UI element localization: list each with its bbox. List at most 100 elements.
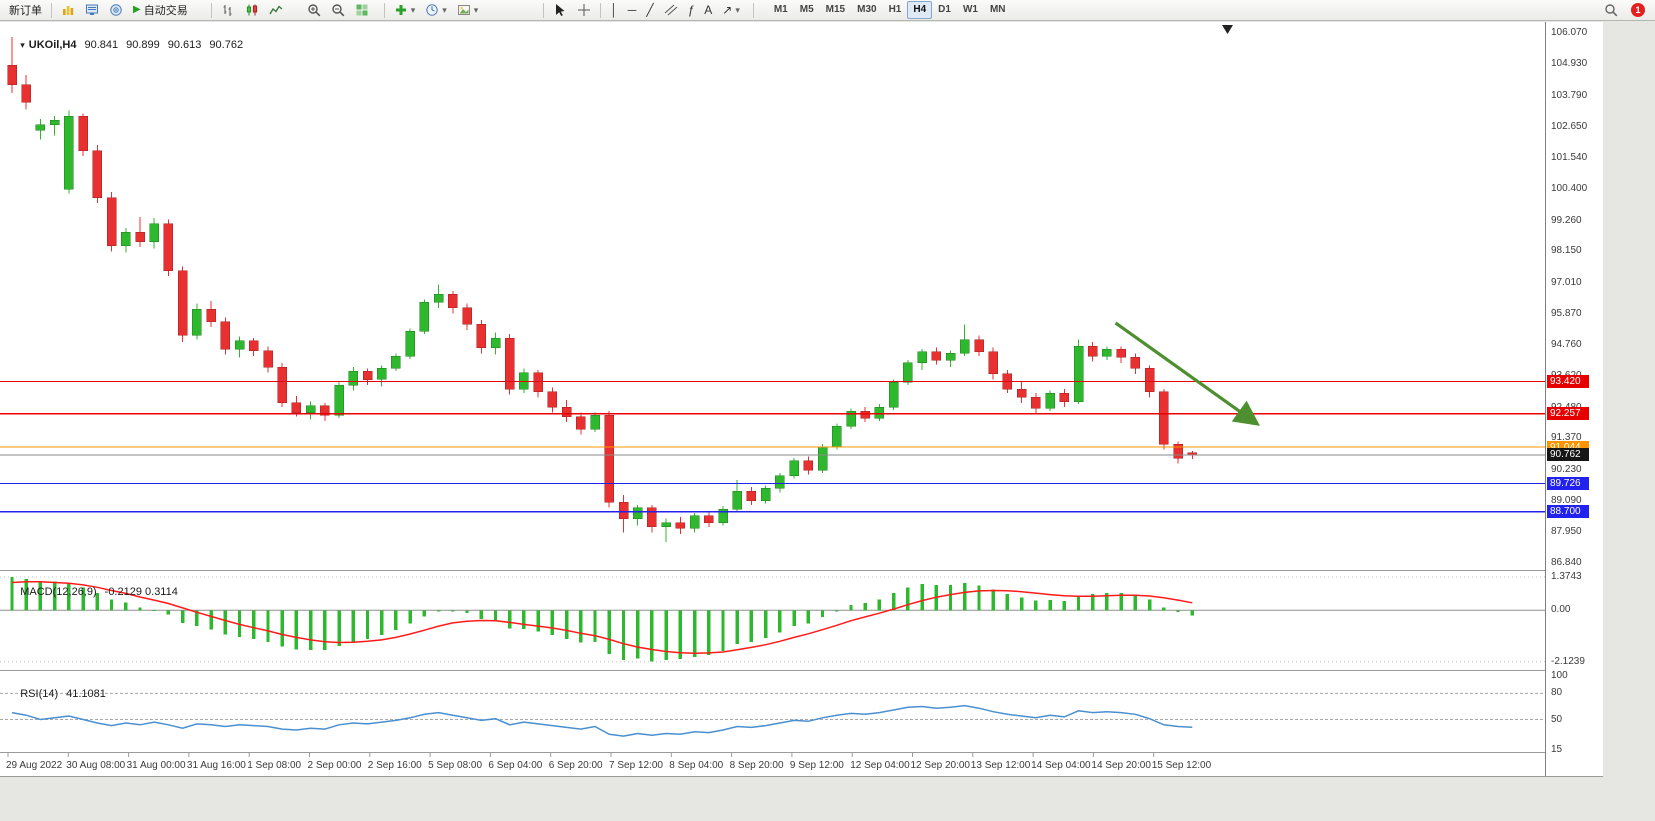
arrow-tools-button[interactable]: ↗ ▾: [717, 0, 745, 20]
hline-price-tag: 93.420: [1547, 375, 1589, 388]
rsi-tick-label: 80: [1551, 687, 1563, 699]
macd-values: -0.2129 0.3114: [104, 586, 178, 598]
price-axis[interactable]: 106.070 104.930 103.790 102.650 101.540 100.4…: [1545, 22, 1603, 776]
time-label: 13 Sep 12:00: [970, 760, 1031, 771]
hline-price-tag: 89.726: [1547, 477, 1589, 490]
crosshair-icon: [578, 4, 591, 16]
rsi-value: 41.1081: [66, 688, 106, 700]
symbol-dropdown-icon[interactable]: ▾: [20, 40, 25, 50]
timeframe-m30[interactable]: M30: [857, 4, 877, 15]
crosshair-tool-button[interactable]: [572, 0, 596, 20]
price-tick-label: 102.650: [1551, 121, 1588, 133]
trend-arrow: [1114, 321, 1261, 426]
timeframe-h4[interactable]: H4: [907, 1, 933, 19]
time-label: 7 Sep 12:00: [609, 760, 663, 771]
zoom-in-button[interactable]: [302, 0, 326, 20]
price-tick-label: 98.150: [1551, 245, 1582, 257]
low-value: 90.613: [167, 39, 202, 51]
data-window-button[interactable]: [104, 0, 128, 20]
price-tick-label: 103.790: [1551, 89, 1588, 101]
new-order-button[interactable]: 新订单: [4, 0, 47, 20]
price-tick-label: 97.010: [1551, 276, 1582, 288]
rsi-tick-label: 15: [1551, 744, 1563, 755]
bar-chart-icon: [223, 5, 232, 16]
time-label: 29 Aug 2022: [6, 760, 63, 771]
candles-layer: [7, 37, 1198, 543]
close-value: 90.762: [209, 39, 244, 51]
bar-chart-mode-button[interactable]: [216, 0, 240, 20]
toolbar-separator: [543, 2, 545, 18]
timeframe-m1[interactable]: M1: [773, 4, 788, 15]
arrow-tool-icon: ↗: [722, 3, 733, 17]
autotrading-play-icon: ▶: [133, 4, 141, 15]
search-icon: [1605, 4, 1618, 17]
macd-tick-label: 1.3743: [1551, 571, 1582, 583]
chart-title: ▾ UKOil,H4 90.841 90.899 90.613 90.762: [8, 27, 243, 63]
templates-button[interactable]: ▾: [452, 0, 484, 20]
dropdown-icon: ▾: [442, 5, 447, 15]
chart-canvas[interactable]: [0, 22, 1545, 776]
new-chart-button[interactable]: [56, 0, 80, 20]
fibonacci-tool-button[interactable]: ƒ: [683, 0, 700, 20]
cursor-tool-button[interactable]: [548, 0, 572, 20]
toolbar-separator: [51, 2, 52, 18]
price-tick-label: 87.950: [1551, 526, 1582, 538]
rsi-title: RSI(14): [20, 688, 59, 700]
current-price-tag: 90.762: [1547, 448, 1589, 461]
fibonacci-icon: ƒ: [687, 3, 695, 17]
macd-tick-label: 0.00: [1551, 604, 1571, 616]
zoom-out-button[interactable]: [326, 0, 350, 20]
timeframe-d1[interactable]: D1: [938, 4, 951, 15]
scroll-shift-marker: [1222, 25, 1233, 34]
notification-badge[interactable]: 1: [1631, 3, 1645, 17]
line-chart-mode-button[interactable]: [264, 0, 288, 20]
time-label: 9 Sep 12:00: [789, 760, 844, 771]
hlines-layer: [0, 381, 1545, 513]
trendline-icon: ╱: [646, 3, 654, 17]
autotrading-label: 自动交易: [143, 5, 188, 17]
macd-signal-line: [11, 580, 1193, 654]
trendline-tool-button[interactable]: ╱: [641, 0, 658, 20]
time-label: 31 Aug 16:00: [186, 760, 246, 771]
rsi-tick-label: 50: [1551, 713, 1563, 725]
main-toolbar: 新订单 ▶ 自动交易 ▾ ▾ ▾: [0, 0, 1655, 21]
time-label: 30 Aug 08:00: [66, 760, 126, 771]
chart-window[interactable]: ▾ UKOil,H4 90.841 90.899 90.613 90.762 MACD(1…: [0, 22, 1603, 777]
text-label-icon: A: [704, 3, 713, 17]
time-label: 8 Sep 04:00: [669, 760, 724, 771]
channel-tool-button[interactable]: [659, 0, 683, 20]
market-watch-button[interactable]: [80, 0, 104, 20]
time-label: 14 Sep 04:00: [1031, 760, 1091, 771]
autotrading-button[interactable]: ▶ 自动交易: [128, 0, 193, 20]
price-tick-label: 100.400: [1551, 183, 1588, 195]
toolbar-separator: [210, 2, 212, 18]
search-button[interactable]: [1599, 0, 1623, 20]
time-label: 1 Sep 08:00: [247, 760, 302, 771]
horizontal-line-tool-button[interactable]: ─: [623, 0, 642, 20]
time-label: 6 Sep 04:00: [488, 760, 543, 771]
macd-header: MACD(12,26,9) -0.2129 0.3114: [8, 574, 178, 610]
macd-tick-label: -2.1239: [1551, 655, 1585, 667]
timeframe-m5[interactable]: M5: [799, 4, 814, 15]
dropdown-icon: ▾: [410, 5, 416, 15]
time-label: 14 Sep 20:00: [1091, 760, 1151, 771]
timeframe-w1[interactable]: W1: [962, 4, 978, 15]
macd-title: MACD(12,26,9): [20, 586, 97, 598]
window-background: [0, 777, 1655, 821]
periods-button[interactable]: ▾: [420, 0, 452, 20]
equidistant-channel-icon: [664, 4, 677, 16]
candlestick-mode-button[interactable]: [240, 0, 264, 20]
text-tool-button[interactable]: A: [699, 0, 717, 20]
time-label: 8 Sep 20:00: [729, 760, 784, 771]
price-tick-label: 101.540: [1551, 151, 1588, 163]
time-label: 12 Sep 20:00: [910, 760, 971, 771]
price-tick-label: 91.370: [1551, 432, 1582, 444]
symbol-label: UKOil,H4: [28, 39, 77, 51]
vertical-line-tool-button[interactable]: │: [605, 0, 623, 20]
timeframe-mn[interactable]: MN: [989, 4, 1006, 15]
time-label: 6 Sep 20:00: [548, 760, 603, 771]
timeframe-h1[interactable]: H1: [888, 4, 902, 15]
tile-windows-button[interactable]: [350, 0, 374, 20]
timeframe-m15[interactable]: M15: [825, 4, 846, 15]
add-indicator-button[interactable]: ▾: [389, 0, 421, 20]
